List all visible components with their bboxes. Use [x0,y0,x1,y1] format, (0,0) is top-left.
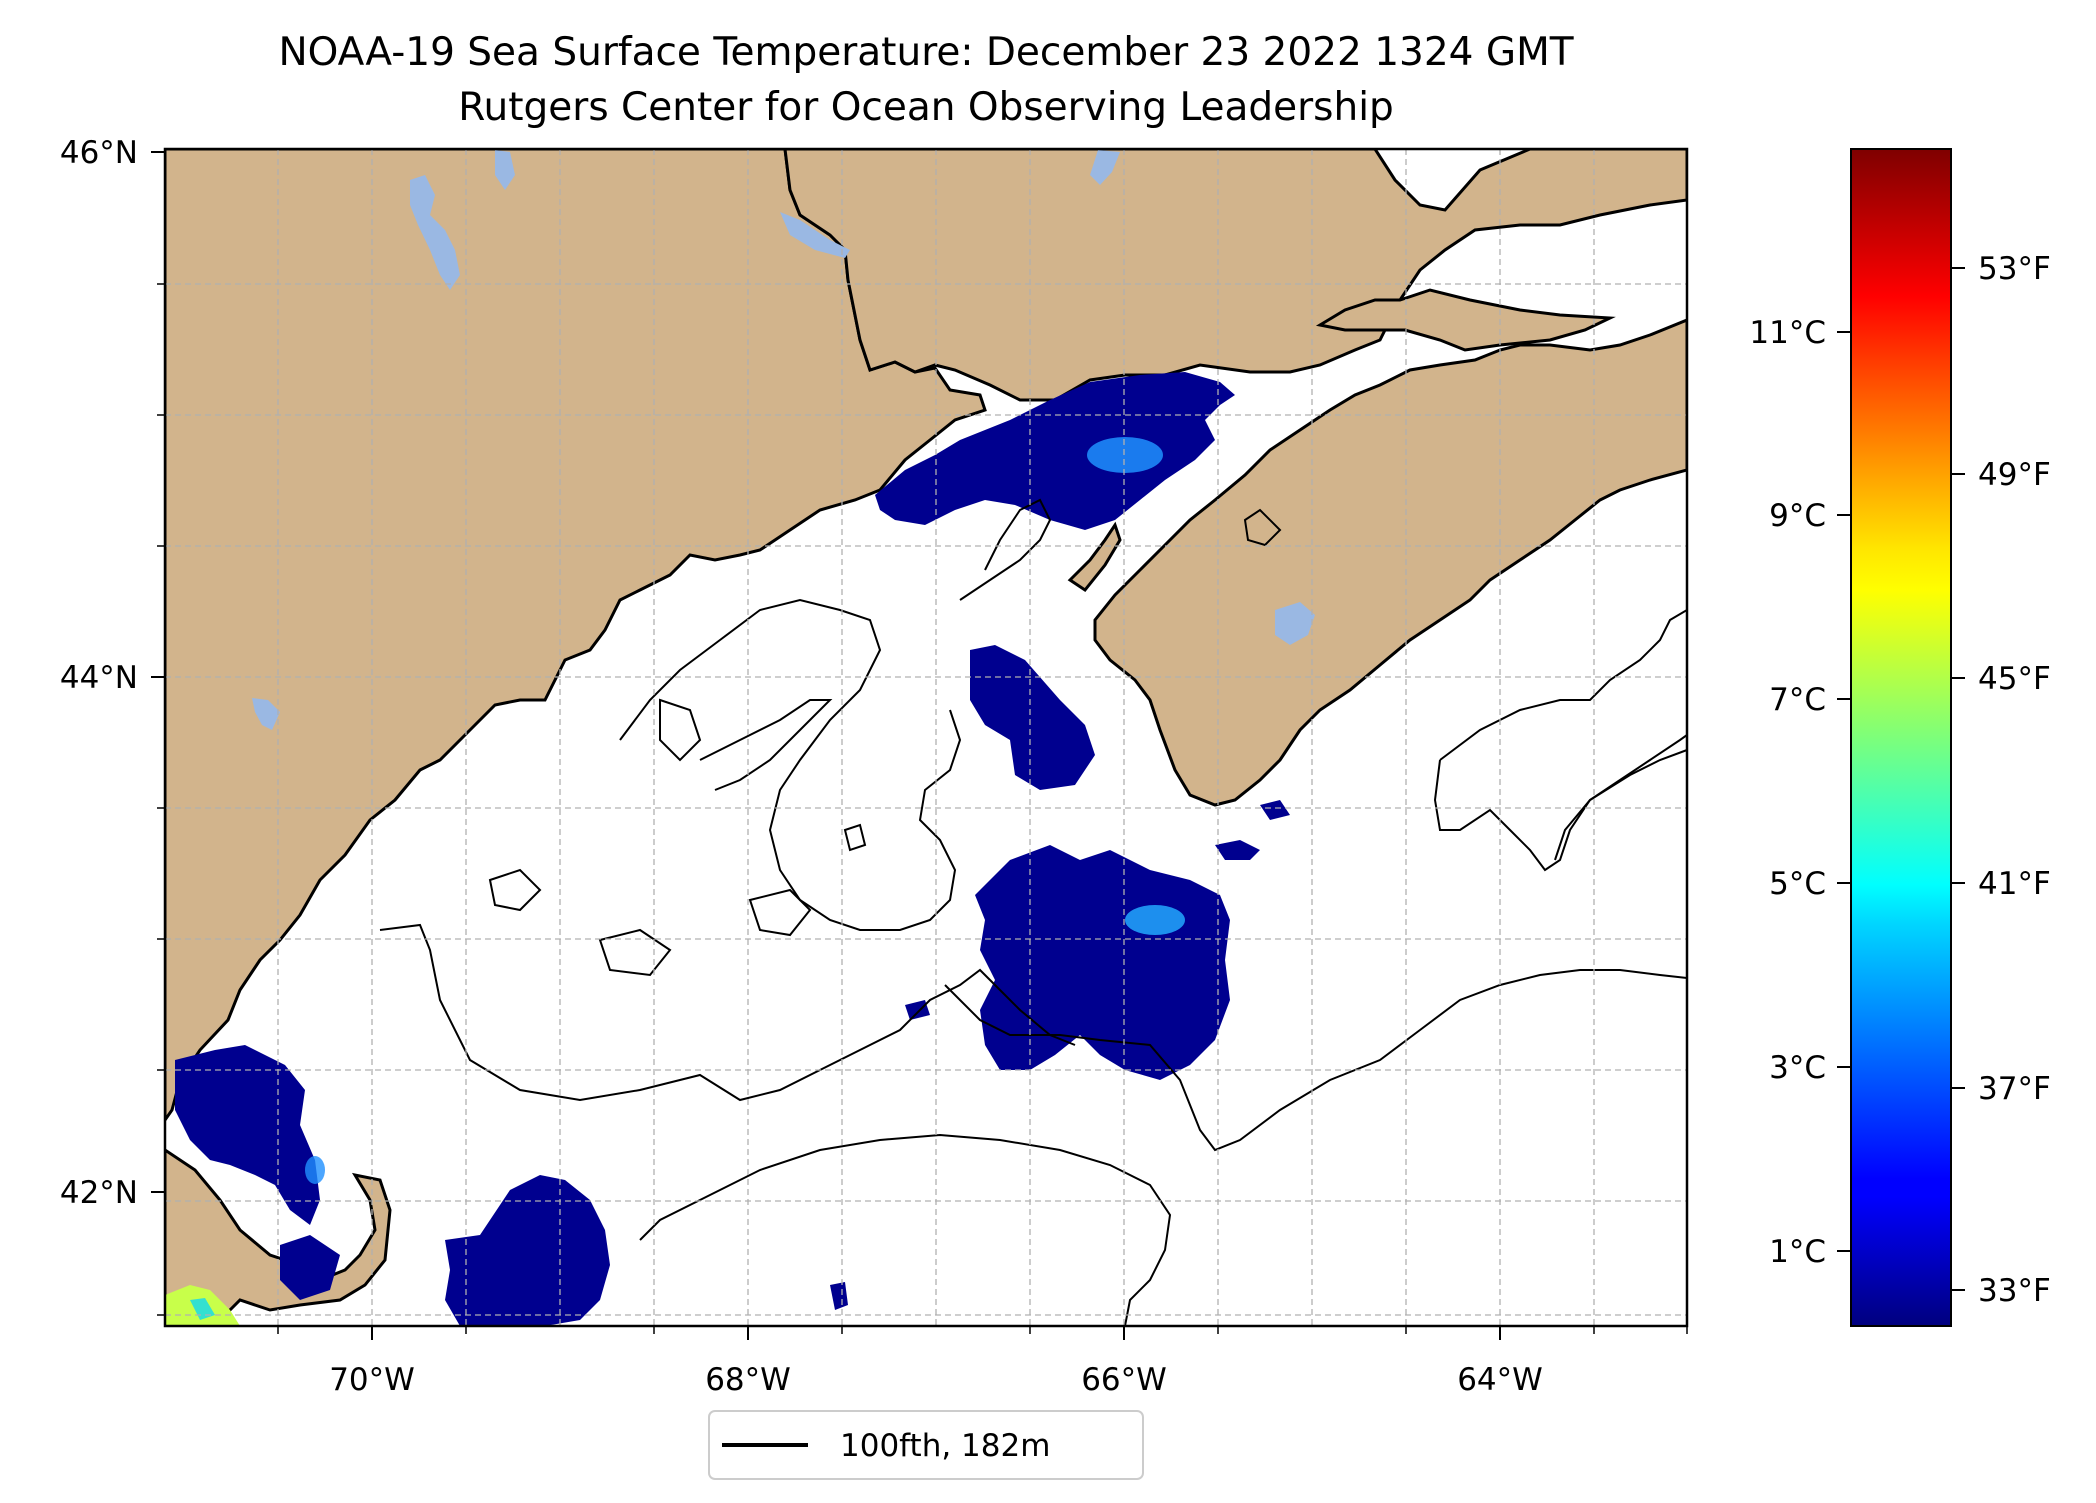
legend-box [708,1410,1144,1480]
legend: 100fth, 182m [708,1410,1144,1480]
contour-small-6 [1243,508,1282,547]
y-axis [151,151,165,1193]
land-grand-manan [1067,521,1122,593]
contour-wilkinson [699,699,833,791]
map-frame [163,147,1689,1328]
x-tick-label-64w: 64°W [1457,1362,1543,1398]
sst-patch-scotian-small [1215,800,1290,860]
sst-warm-spot-fundy [1087,437,1163,473]
y-tick-label-46n: 46°N [60,135,138,171]
grid-lines [165,149,1687,1326]
contour-gulf-of-maine-basin [379,923,1076,1102]
lake-sebago [252,698,280,730]
y-tick-label-44n: 44°N [60,660,138,696]
lake-grand [780,212,850,258]
colorbar-c-label-3: 3°C [1769,1050,1826,1086]
colorbar-c-label-11: 11°C [1749,315,1826,351]
x-tick-label-66w: 66°W [1081,1362,1167,1398]
land-new-brunswick [783,149,1687,402]
lake-chesuncook [495,150,515,190]
colorbar-c-label-1: 1°C [1769,1234,1826,1270]
colorbar-c-label-9: 9°C [1769,498,1826,534]
land-pei [1315,288,1616,352]
map-subtitle: Rutgers Center for Ocean Observing Leade… [458,85,1394,130]
colorbar-gradient [1850,148,1952,1327]
legend-label: 100fth, 182m [840,1428,1050,1464]
sst-patch-nantucket [280,1235,340,1300]
contour-small-4 [598,928,672,977]
land-cape-cod [165,1148,392,1326]
lake-nb-north [1090,150,1120,185]
colorbar-f-label-45: 45°F [1978,661,2051,697]
x-tick-label-68w: 68°W [705,1362,791,1398]
colorbar-f-label-41: 41°F [1978,866,2051,902]
contour-small-1 [659,698,702,762]
colorbar-c-label-5: 5°C [1769,866,1826,902]
contour-small-5 [748,888,812,937]
contour-small-2 [843,823,867,852]
land-nova-scotia [1093,318,1687,807]
contour-emerald-basin [1554,749,1687,861]
sst-warm-spot-mass [305,1156,325,1184]
colorbar-f-label-53: 53°F [1978,251,2051,287]
x-tick-label-70w: 70°W [329,1362,415,1398]
lake-moosehead [410,175,460,290]
sst-patch-maine-coast-east [970,645,1095,790]
bathymetry-contours [379,498,1687,1326]
sst-patch-massachusetts-bay [175,1045,320,1225]
minor-ticks [157,283,1688,1334]
map-title: NOAA-19 Sea Surface Temperature: Decembe… [278,30,1573,75]
colorbar-f-label-33: 33°F [1978,1273,2051,1309]
contour-scotian-basin-2 [1433,734,1687,872]
colorbar: 1°C 3°C 5°C 7°C 9°C 11°C 33°F 37°F 41°F … [1749,148,2051,1327]
contour-small-3 [488,868,542,912]
sst-warm-spot-georges [1125,905,1185,935]
sst-patches [165,372,1290,1326]
sst-patch-georges-north [975,845,1230,1080]
y-tick-label-42n: 42°N [60,1175,138,1211]
contour-georges-north-edge [944,969,1687,1152]
colorbar-c-label-7: 7°C [1769,682,1826,718]
lake-rossignol [1275,602,1315,645]
map-panel: 70°W 68°W 66°W 64°W 46°N 44°N 42°N [60,135,1689,1398]
contour-jordan-basin [959,498,1052,601]
x-axis [371,1326,1501,1340]
colorbar-f-label-37: 37°F [1978,1071,2051,1107]
sst-patch-bay-of-fundy [875,372,1235,530]
contour-inner-basin [619,598,962,931]
sst-patch-cape-south [445,1175,610,1326]
colorbar-f-label-49: 49°F [1978,457,2051,493]
